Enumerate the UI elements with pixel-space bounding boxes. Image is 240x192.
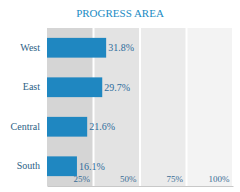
y-tick-label: South [17, 160, 40, 171]
grid-line [232, 28, 234, 186]
x-tick: 100% [209, 174, 234, 186]
y-tick: South [17, 160, 47, 171]
x-tick-label: 25% [74, 174, 91, 184]
y-axis: West East Central South [11, 42, 47, 172]
bars [47, 38, 106, 176]
data-label: 31.8% [108, 42, 134, 53]
background [47, 28, 233, 186]
chart: PROGRESS AREA 25% 50% 75% 100% West East Centra… [0, 0, 240, 192]
x-axis-line [48, 186, 234, 187]
y-tick: Central [11, 121, 47, 132]
bar [47, 77, 102, 97]
bar [47, 156, 77, 176]
grid [94, 28, 234, 186]
x-axis: 25% 50% 75% 100% [48, 174, 234, 187]
y-tick: West [20, 42, 47, 53]
y-tick-label: West [20, 42, 40, 53]
y-tick: East [23, 81, 47, 92]
data-label: 21.6% [89, 121, 115, 132]
plot: 25% 50% 75% 100% West East Central South 31.8% 29… [11, 28, 234, 187]
x-tick-label: 100% [209, 174, 231, 184]
data-label: 16.1% [79, 161, 105, 172]
y-tick-label: Central [11, 121, 41, 132]
title: PROGRESS AREA [76, 7, 164, 19]
x-tick: 25% [74, 174, 95, 186]
x-tick: 75% [167, 174, 188, 186]
y-tick-label: East [23, 81, 40, 92]
data-labels: 31.8% 29.7% 21.6% 16.1% [79, 42, 134, 172]
data-label: 29.7% [104, 82, 130, 93]
bar [47, 117, 87, 137]
grid-line [139, 28, 141, 186]
grid-line [186, 28, 188, 186]
background-band [187, 28, 234, 186]
x-tick: 50% [120, 174, 141, 186]
x-tick-label: 50% [120, 174, 137, 184]
x-tick-label: 75% [167, 174, 184, 184]
background-band [140, 28, 187, 186]
bar [47, 38, 106, 58]
